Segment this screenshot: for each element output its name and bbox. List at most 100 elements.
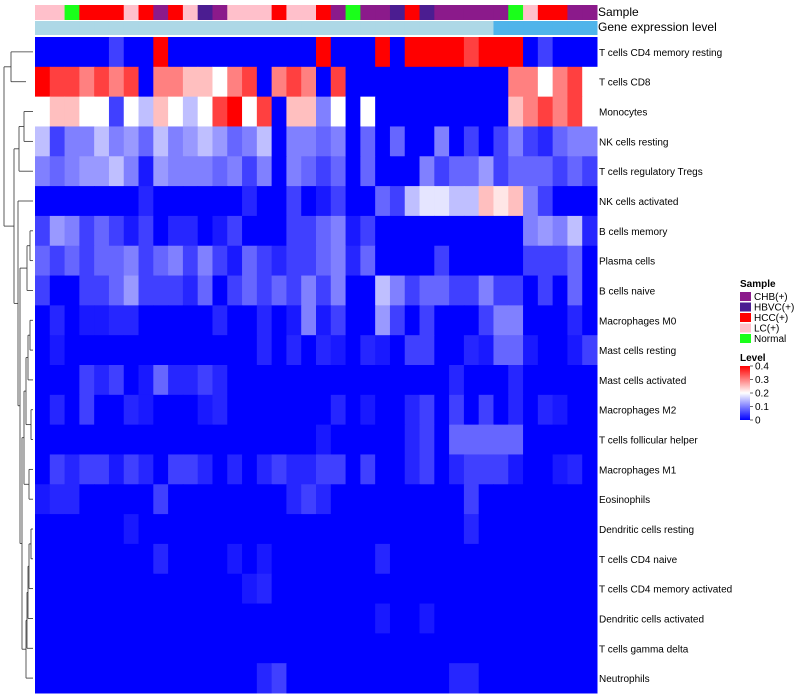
- heatmap-cell: [227, 186, 243, 217]
- heatmap-cell: [582, 484, 598, 515]
- heatmap-cell: [212, 573, 228, 605]
- heatmap-cell: [49, 365, 66, 396]
- heatmap-cell: [360, 305, 376, 336]
- heatmap-cell: [463, 424, 480, 455]
- heatmap-cell: [404, 66, 421, 98]
- heatmap-cell: [138, 603, 154, 634]
- heatmap-cell: [197, 484, 213, 515]
- heatmap-cell: [463, 365, 480, 396]
- expression-annotation-cell: [197, 21, 213, 35]
- heatmap-cell: [523, 633, 539, 664]
- heatmap-cell: [419, 633, 435, 664]
- heatmap-cell: [64, 186, 80, 217]
- heatmap-cell: [449, 96, 465, 127]
- heatmap-cell: [537, 573, 554, 605]
- heatmap-cell: [360, 215, 376, 247]
- heatmap-cell: [301, 275, 317, 306]
- heatmap-cell: [79, 663, 95, 694]
- heatmap-cell: [197, 663, 213, 694]
- heatmap-cell: [419, 394, 435, 426]
- heatmap-cell: [345, 66, 361, 98]
- heatmap-cell: [197, 215, 213, 247]
- legend: Sample CHB(+)HBVC(+)HCC(+)LC(+)Normal Le…: [740, 279, 794, 427]
- row-label: B cells naive: [599, 286, 656, 297]
- heatmap-cell: [567, 156, 583, 187]
- heatmap-cell: [242, 96, 258, 127]
- sample-annotation-cell: [330, 5, 347, 20]
- heatmap-cell: [79, 394, 95, 426]
- heatmap-cell: [94, 37, 110, 68]
- heatmap-cell: [64, 66, 80, 98]
- heatmap-cell: [508, 543, 524, 575]
- heatmap-cell: [79, 126, 95, 157]
- heatmap-cell: [49, 514, 66, 545]
- legend-sample-entries: CHB(+)HBVC(+)HCC(+)LC(+)Normal: [740, 292, 794, 345]
- heatmap-cell: [94, 156, 110, 187]
- heatmap-cell: [478, 245, 494, 277]
- heatmap-cell: [360, 96, 376, 127]
- heatmap-cell: [301, 603, 317, 634]
- heatmap-cell: [79, 96, 95, 127]
- heatmap-cell: [552, 394, 568, 426]
- expression-annotation-cell: [108, 21, 125, 35]
- heatmap-cell: [35, 603, 51, 634]
- heatmap-cell: [330, 663, 347, 694]
- heatmap-cell: [537, 37, 554, 68]
- heatmap-cell: [389, 156, 406, 187]
- heatmap-cell: [242, 37, 258, 68]
- heatmap-cell: [271, 275, 287, 306]
- heatmap-cell: [419, 573, 435, 605]
- heatmap-cell: [242, 514, 258, 545]
- heatmap-cell: [168, 543, 184, 575]
- expression-annotation-cell: [242, 21, 258, 35]
- expression-annotation-cell: [301, 21, 317, 35]
- heatmap-cell: [286, 514, 302, 545]
- expression-annotation-cell: [49, 21, 66, 35]
- heatmap-cell: [463, 394, 480, 426]
- heatmap-cell: [49, 573, 66, 605]
- heatmap-cell: [345, 484, 361, 515]
- legend-swatch: [740, 313, 751, 322]
- heatmap-cell: [227, 126, 243, 157]
- sample-annotation-cell: [493, 5, 509, 20]
- sample-annotation-cell: [153, 5, 169, 20]
- heatmap-cell: [79, 633, 95, 664]
- expression-annotation-cell: [212, 21, 228, 35]
- expression-annotation-cell: [345, 21, 361, 35]
- heatmap-cell: [286, 394, 302, 426]
- heatmap-cell: [242, 186, 258, 217]
- expression-annotation-cell: [256, 21, 273, 35]
- heatmap-cell: [478, 126, 494, 157]
- heatmap-cell: [330, 245, 347, 277]
- heatmap-cell: [182, 305, 199, 336]
- heatmap-cell: [389, 96, 406, 127]
- heatmap-cell: [316, 454, 332, 485]
- heatmap-cell: [301, 245, 317, 277]
- heatmap-cell: [35, 514, 51, 545]
- expression-annotation-cell: [463, 21, 480, 35]
- heatmap-cell: [301, 96, 317, 127]
- heatmap-cell: [256, 37, 273, 68]
- heatmap-cell: [212, 215, 228, 247]
- heatmap-cell: [227, 215, 243, 247]
- heatmap-cell: [404, 454, 421, 485]
- heatmap-cell: [478, 305, 494, 336]
- expression-annotation-cell: [508, 21, 524, 35]
- heatmap-cell: [153, 573, 169, 605]
- heatmap-cell: [493, 543, 509, 575]
- heatmap-cell: [168, 186, 184, 217]
- heatmap-cell: [360, 37, 376, 68]
- heatmap-cell: [449, 66, 465, 98]
- heatmap-cell: [375, 275, 391, 306]
- heatmap-cell: [537, 484, 554, 515]
- heatmap-cell: [256, 215, 273, 247]
- heatmap-cell: [256, 66, 273, 98]
- row-label: Plasma cells: [599, 257, 655, 268]
- heatmap-cell: [493, 603, 509, 634]
- heatmap-cell: [389, 394, 406, 426]
- heatmap-cell: [330, 275, 347, 306]
- heatmap-cell: [212, 96, 228, 127]
- heatmap-cell: [523, 454, 539, 485]
- heatmap-cell: [449, 365, 465, 396]
- heatmap-cell: [330, 37, 347, 68]
